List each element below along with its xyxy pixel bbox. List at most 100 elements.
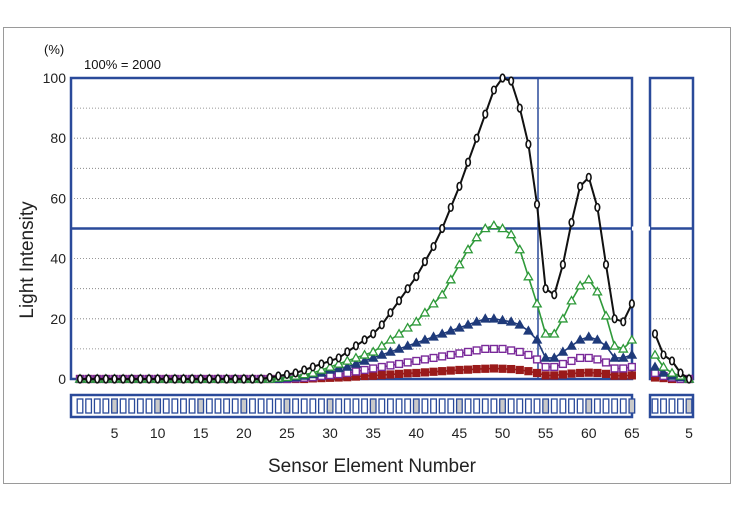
data-point <box>111 374 118 384</box>
data-point <box>410 337 422 347</box>
data-point <box>301 365 308 375</box>
x-tick-label: 5 <box>111 425 119 441</box>
sensor-cell <box>412 398 420 414</box>
data-point <box>594 202 601 213</box>
sensor-cell <box>300 398 308 414</box>
aux-sensor-cell <box>651 398 659 414</box>
data-point <box>420 355 430 364</box>
data-point <box>508 76 515 86</box>
data-point <box>523 325 534 335</box>
sensor-cell <box>550 398 558 414</box>
y-tick-label: 0 <box>58 371 66 387</box>
data-point <box>489 344 499 354</box>
sensor-cell <box>559 398 567 414</box>
data-point <box>413 272 420 282</box>
data-point <box>471 232 482 242</box>
x-tick-label: 30 <box>322 425 338 441</box>
aux-data-point <box>685 374 693 384</box>
sensor-cell <box>317 398 325 414</box>
data-point <box>600 310 612 320</box>
data-point <box>550 362 559 372</box>
data-point <box>514 244 526 254</box>
data-point <box>532 355 542 364</box>
data-point <box>585 172 592 182</box>
sensor-cell <box>421 398 429 414</box>
data-point <box>439 223 446 234</box>
aux-data-point <box>658 361 669 371</box>
data-point <box>94 374 101 384</box>
data-point <box>593 368 602 378</box>
data-point <box>386 361 395 370</box>
x-tick-label: 40 <box>409 425 425 441</box>
data-point <box>627 371 636 380</box>
data-point <box>583 274 595 284</box>
sensor-cell <box>619 398 627 414</box>
data-point <box>462 244 474 254</box>
aux-data-point <box>666 367 678 377</box>
data-point <box>350 358 362 368</box>
data-point <box>350 352 362 362</box>
x-tick-label: 60 <box>581 425 597 441</box>
x-tick-label: 45 <box>452 425 468 441</box>
data-point <box>318 359 325 369</box>
data-point <box>617 352 629 362</box>
data-point <box>566 295 577 305</box>
sensor-cell <box>499 398 506 414</box>
data-point <box>404 284 411 294</box>
scale-annotation: 100% = 2000 <box>84 57 161 72</box>
data-point <box>473 133 480 143</box>
sensor-cell <box>430 398 437 414</box>
data-point <box>525 139 532 149</box>
data-point <box>344 347 351 357</box>
aux-data-point <box>658 367 669 377</box>
sensor-cell <box>111 398 118 414</box>
data-point <box>507 346 516 355</box>
sensor-cell <box>119 398 127 414</box>
data-point <box>445 274 457 284</box>
data-point <box>324 361 336 371</box>
data-point <box>430 241 437 252</box>
data-point <box>479 313 491 323</box>
data-point <box>377 370 386 380</box>
sensor-cell <box>533 398 541 414</box>
sensor-cell <box>464 398 472 414</box>
data-point <box>351 367 361 376</box>
data-point <box>232 374 239 384</box>
data-point <box>386 370 395 379</box>
data-point <box>335 353 342 363</box>
data-point <box>611 314 618 324</box>
data-point <box>482 109 489 119</box>
data-point <box>592 286 603 296</box>
data-point <box>540 328 551 338</box>
data-point <box>592 334 603 344</box>
sensor-cell <box>602 398 610 414</box>
data-point <box>309 362 316 372</box>
sensor-cell <box>162 398 170 414</box>
data-point <box>532 368 542 378</box>
plot-frames <box>69 76 695 381</box>
sensor-cell <box>395 398 403 414</box>
data-point <box>567 356 576 366</box>
data-point <box>102 374 109 384</box>
sensor-cell <box>576 398 584 414</box>
data-point <box>436 289 448 299</box>
sensor-cell <box>257 398 265 414</box>
data-point <box>420 368 430 377</box>
y-tick-label: 40 <box>50 251 66 267</box>
data-point <box>341 361 353 371</box>
data-point <box>428 331 439 341</box>
data-point <box>402 322 413 332</box>
data-point <box>610 371 619 380</box>
sensor-cell <box>542 398 550 414</box>
x-tick-label: 65 <box>624 425 640 441</box>
data-point <box>456 181 463 191</box>
data-point <box>540 352 551 362</box>
data-point <box>283 369 291 380</box>
x-axis-label: Sensor Element Number <box>268 456 477 477</box>
data-point <box>574 334 586 344</box>
sensor-cell <box>438 398 446 414</box>
data-point <box>421 257 429 267</box>
data-point <box>584 353 593 363</box>
data-point <box>206 374 213 384</box>
data-point <box>472 346 481 355</box>
